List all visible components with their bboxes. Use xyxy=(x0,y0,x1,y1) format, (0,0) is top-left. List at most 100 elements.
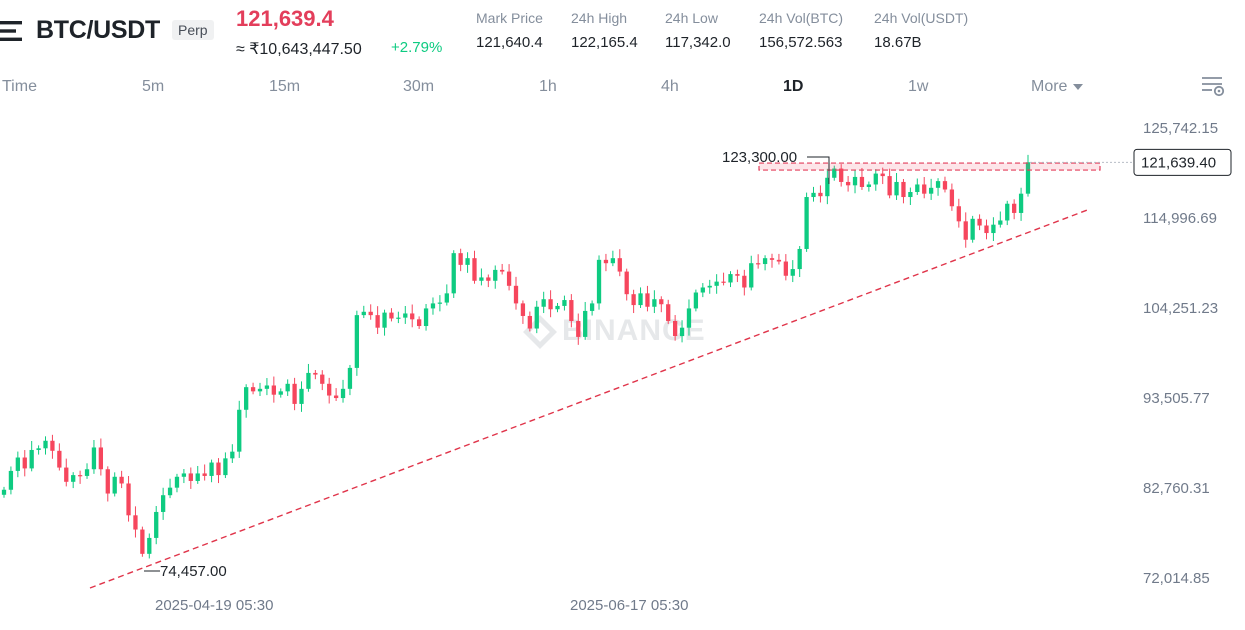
candle-body xyxy=(209,462,214,476)
candle-body xyxy=(98,447,104,470)
candle-body xyxy=(949,189,955,207)
candle-body xyxy=(638,293,643,306)
candle-body xyxy=(714,281,719,286)
candle-body xyxy=(354,315,360,368)
stat-label: 24h Vol(USDT) xyxy=(874,10,969,26)
y-tick-label: 72,014.85 xyxy=(1143,570,1210,587)
interval-more[interactable]: More xyxy=(1031,78,1084,96)
candle-body xyxy=(181,473,187,477)
interval-1w[interactable]: 1w xyxy=(908,78,929,95)
candle-body xyxy=(347,367,353,389)
candle-body xyxy=(603,259,609,264)
interval-1h[interactable]: 1h xyxy=(539,78,557,95)
y-tick-label: 93,505.77 xyxy=(1143,390,1210,407)
candle-body xyxy=(306,372,311,389)
candle-body xyxy=(866,184,872,187)
candle-body xyxy=(368,311,373,316)
candle-body xyxy=(22,457,27,469)
candle-body xyxy=(15,457,20,471)
candle-body xyxy=(506,271,512,286)
candle-body xyxy=(576,320,581,337)
candle-body xyxy=(679,327,685,337)
candle-body xyxy=(596,259,602,304)
stat-24h-low: 24h Low 117,342.0 xyxy=(665,10,731,51)
candle-body xyxy=(216,462,221,476)
candle-body xyxy=(458,253,463,265)
candle-body xyxy=(389,312,394,319)
candle-body xyxy=(465,258,470,265)
current-price-box xyxy=(1133,148,1232,176)
candle-body xyxy=(742,275,747,288)
candle-body xyxy=(430,303,436,309)
candlestick-chart[interactable]: BINANCE 125,742.15 114,996.69 104,251.23 93… xyxy=(0,104,1245,630)
stat-mark-price: Mark Price 121,640.4 xyxy=(476,10,543,51)
menu-lines-icon[interactable] xyxy=(0,19,26,43)
candle-body xyxy=(340,388,346,399)
candle-body xyxy=(36,448,41,450)
candle-body xyxy=(299,388,304,404)
candle-body xyxy=(382,312,387,328)
candle-body xyxy=(223,458,228,476)
interval-5m[interactable]: 5m xyxy=(142,78,165,95)
candle-body xyxy=(250,387,256,392)
current-price-label: 121,639.40 xyxy=(1141,154,1216,171)
y-tick-label: 114,996.69 xyxy=(1143,210,1217,227)
candle-body xyxy=(645,293,650,307)
candle-body xyxy=(91,447,97,470)
candle-body xyxy=(479,277,484,281)
y-tick-label: 82,760.31 xyxy=(1143,480,1210,497)
candle-body xyxy=(29,449,34,469)
perp-badge: Perp xyxy=(172,20,214,40)
stat-value: 156,572.563 xyxy=(759,34,843,51)
candle-body xyxy=(589,303,595,311)
candle-body xyxy=(956,206,961,222)
candle-body xyxy=(423,308,429,327)
candle-body xyxy=(1025,162,1031,194)
candle-body xyxy=(244,387,249,410)
candle-body xyxy=(672,320,678,337)
candle-body xyxy=(859,176,865,187)
candle-body xyxy=(133,515,138,530)
candle-body xyxy=(237,409,242,452)
candle-body xyxy=(43,440,48,449)
candle-body xyxy=(555,305,560,310)
candle-body xyxy=(984,225,989,234)
stat-value: 117,342.0 xyxy=(665,34,731,51)
interval-15m[interactable]: 15m xyxy=(269,78,301,95)
candle-body xyxy=(728,274,733,283)
interval-time[interactable]: Time xyxy=(2,78,37,95)
candle-body xyxy=(873,173,878,185)
chart-canvas[interactable]: 125,742.15 114,996.69 104,251.23 93,505.77 8… xyxy=(0,104,1245,630)
high-leader-line xyxy=(807,156,830,184)
candle-body xyxy=(548,299,553,310)
candle-body xyxy=(991,224,996,234)
high-label: 123,300.00 xyxy=(722,149,797,166)
candle-body xyxy=(410,313,415,320)
candle-body xyxy=(721,281,726,283)
candle-body xyxy=(1005,203,1010,221)
candle-body xyxy=(832,168,837,178)
candle-body xyxy=(140,529,145,554)
last-price: 121,639.4 xyxy=(236,6,334,31)
candle-body xyxy=(818,192,823,197)
interval-4h[interactable]: 4h xyxy=(661,78,679,95)
candle-body xyxy=(908,192,913,198)
pair-name[interactable]: BTC/USDT xyxy=(36,16,160,44)
candle-body xyxy=(264,385,270,389)
interval-1d[interactable]: 1D xyxy=(783,78,804,95)
candle-body xyxy=(935,181,941,188)
candle-body xyxy=(444,293,449,303)
y-tick-label: 125,742.15 xyxy=(1143,120,1218,137)
candle-body xyxy=(880,173,885,177)
candle-body xyxy=(839,168,844,182)
candle-body xyxy=(230,451,235,459)
candle-body xyxy=(700,287,705,293)
candle-body xyxy=(569,300,574,321)
interval-bar: Time 5m 15m 30m 1h 4h 1D 1w More xyxy=(0,72,1245,102)
interval-30m[interactable]: 30m xyxy=(403,78,435,95)
candle-body xyxy=(769,258,775,260)
candle-body xyxy=(659,299,664,305)
candle-body xyxy=(77,475,83,477)
candle-body xyxy=(790,269,795,276)
chart-settings-icon[interactable] xyxy=(1200,74,1226,98)
